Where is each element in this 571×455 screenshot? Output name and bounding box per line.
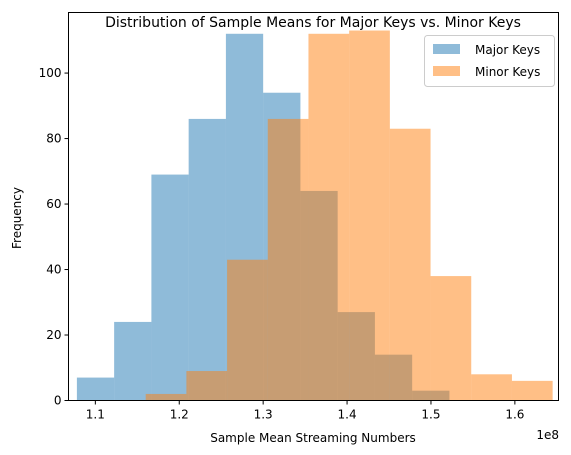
- legend: Major Keys Minor Keys: [424, 35, 555, 87]
- bar-major-keys-1: [114, 321, 152, 401]
- x-tick-label: 1.6: [505, 408, 524, 422]
- bar-minor-keys-2: [227, 259, 268, 401]
- bar-minor-keys-5: [349, 30, 390, 401]
- x-tick-label: 1.1: [86, 408, 105, 422]
- bar-minor-keys-0: [145, 393, 187, 401]
- x-axis-label: Sample Mean Streaming Numbers: [210, 431, 416, 445]
- chart-title: Distribution of Sample Means for Major K…: [105, 15, 521, 31]
- x-tick-label: 1.4: [338, 408, 357, 422]
- bar-major-keys-3: [188, 118, 226, 401]
- y-tick-label: 0: [54, 394, 62, 408]
- y-tick-label: 40: [46, 263, 61, 277]
- bar-major-keys-2: [151, 174, 189, 401]
- x-offset-label: 1e8: [536, 428, 559, 442]
- x-tick-label: 1.3: [254, 408, 273, 422]
- bar-minor-keys-7: [430, 276, 472, 401]
- x-axis: 1.1 1.2 1.3 1.4 1.5 1.6: [86, 400, 524, 422]
- bar-minor-keys-9: [511, 380, 553, 401]
- legend-swatch-minor-keys: [433, 66, 460, 76]
- plot-frame: [68, 12, 559, 401]
- legend-label-minor-keys: Minor Keys: [475, 65, 540, 79]
- bar-minor-keys-1: [186, 371, 228, 401]
- bar-minor-keys-4: [308, 33, 350, 401]
- legend-label-major-keys: Major Keys: [475, 43, 540, 57]
- bar-major-keys-0: [76, 377, 115, 401]
- y-tick-label: 20: [46, 328, 61, 342]
- y-tick-label: 100: [39, 66, 62, 80]
- x-tick-label: 1.2: [170, 408, 189, 422]
- x-tick-label: 1.5: [421, 408, 440, 422]
- plot-area: [76, 30, 553, 401]
- y-axis-label: Frequency: [10, 187, 24, 249]
- y-tick-label: 80: [46, 132, 61, 146]
- bar-minor-keys-6: [389, 128, 431, 401]
- y-tick-label: 60: [46, 197, 61, 211]
- y-axis: 0 20 40 60 80 100: [39, 66, 69, 408]
- legend-swatch-major-keys: [433, 44, 460, 54]
- bar-minor-keys-3: [267, 118, 309, 401]
- bar-minor-keys-8: [471, 374, 512, 401]
